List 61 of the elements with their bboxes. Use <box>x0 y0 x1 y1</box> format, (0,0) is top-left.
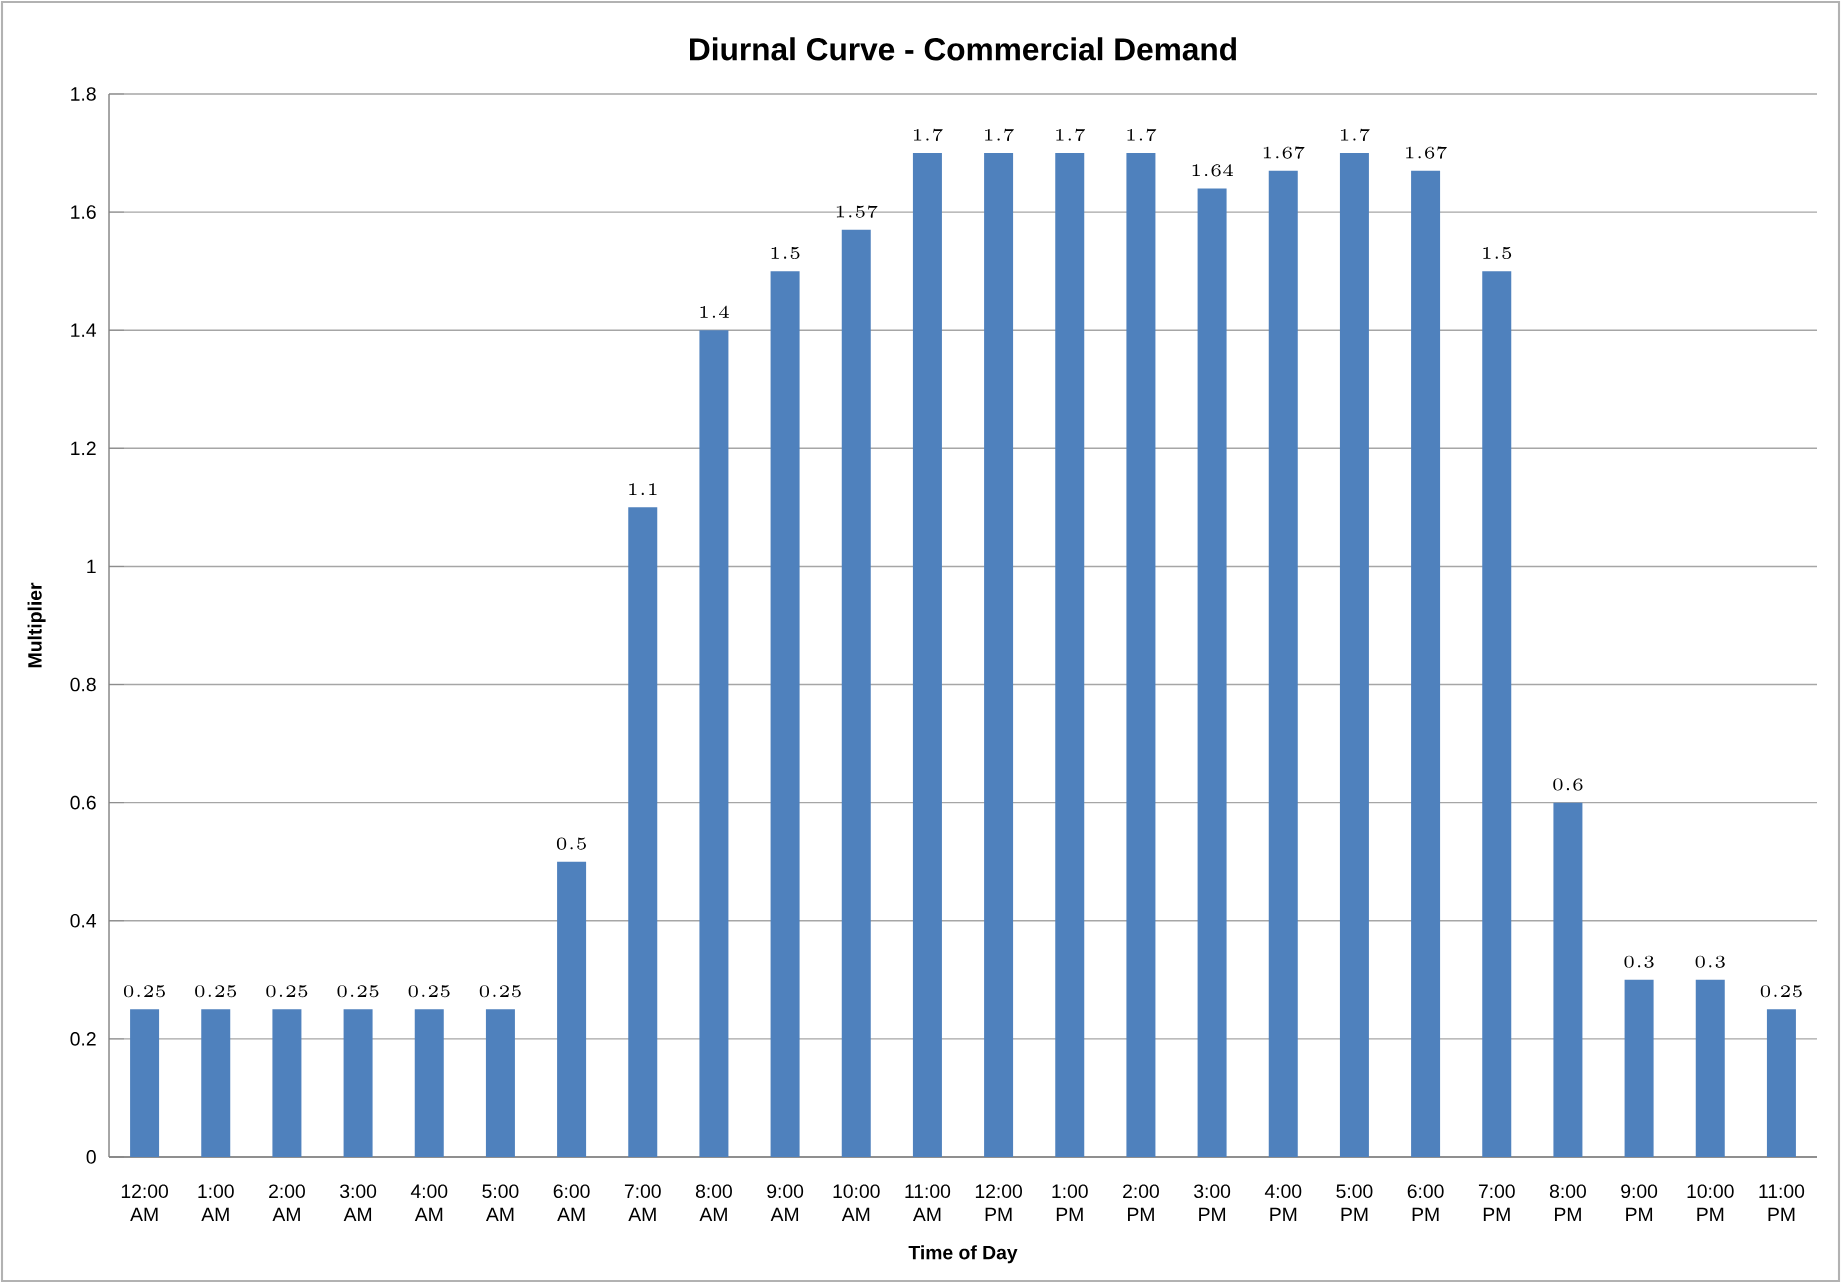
x-tick-label: 2:00 PM <box>1123 1184 1159 1222</box>
x-tick-label: 3:00 AM <box>339 1184 377 1222</box>
x-tick-label: 8:00 PM <box>1549 1184 1586 1222</box>
data-label: 1 . 7 <box>1056 128 1085 142</box>
y-tick-label: 1.8 <box>71 87 96 101</box>
data-label: 1 . 7 <box>1127 128 1157 142</box>
data-label: 0 . 6 <box>1553 778 1583 791</box>
x-tick-label: 1:00 PM <box>1052 1184 1088 1222</box>
y-tick-label: 0.2 <box>70 1032 96 1046</box>
data-label: 1 . 5 <box>771 247 800 260</box>
data-label: 0 . 25 <box>1760 985 1802 998</box>
data-label: 0 . 3 <box>1624 955 1654 968</box>
x-tick-label: 10:00 AM <box>833 1184 880 1222</box>
x-tick-label: 6:00 AM <box>553 1184 590 1222</box>
data-label: 0 . 25 <box>337 985 379 998</box>
x-tick-label: 5:00 AM <box>482 1184 519 1222</box>
y-tick-label: 0.4 <box>70 913 97 928</box>
x-axis-title: Time of Day <box>908 1245 1018 1264</box>
x-tick-label: 12:00 AM <box>121 1184 168 1222</box>
x-tick-label: 9:00 AM <box>767 1184 804 1222</box>
y-axis-title: Multiplier <box>27 582 46 668</box>
data-label: 1 . 67 <box>1406 146 1447 159</box>
chart-title: Diurnal Curve - Commercial Demand <box>690 37 1236 61</box>
x-tick-label: 7:00 AM <box>624 1184 661 1222</box>
y-tick-label: 0.6 <box>70 795 96 810</box>
x-tick-label: 7:00 PM <box>1478 1184 1515 1222</box>
data-label: 1 . 67 <box>1263 146 1305 159</box>
data-label: 1 . 5 <box>1483 247 1512 260</box>
data-label: 0 . 25 <box>479 985 521 998</box>
data-label: 1 . 4 <box>700 305 729 318</box>
data-label: 0 . 25 <box>266 985 308 998</box>
y-tick-label: 1.2 <box>71 441 96 456</box>
y-tick-label: 1.4 <box>71 323 97 337</box>
x-tick-label: 11:00 PM <box>1759 1184 1805 1222</box>
x-tick-label: 12:00 PM <box>975 1184 1022 1222</box>
x-tick-label: 3:00 PM <box>1194 1184 1231 1222</box>
data-label: 1 . 7 <box>985 128 1014 142</box>
data-label: 0 . 25 <box>408 985 450 998</box>
x-tick-label: 4:00 PM <box>1264 1184 1302 1222</box>
x-tick-label: 10:00 PM <box>1687 1184 1734 1222</box>
y-tick-label: 0.8 <box>70 677 96 692</box>
data-label: 0 . 25 <box>195 985 237 998</box>
data-label: 1 . 7 <box>1340 128 1370 142</box>
y-tick-label: 1.6 <box>71 205 96 219</box>
data-label: 1 . 7 <box>913 128 943 142</box>
x-tick-label: 1:00 AM <box>198 1184 234 1222</box>
y-tick-label: 1 <box>87 559 96 574</box>
data-label: 0 . 3 <box>1695 955 1725 968</box>
y-tick-label: 0 <box>86 1150 96 1164</box>
data-label: 1 . 1 <box>629 483 657 495</box>
data-label: 1 . 64 <box>1192 164 1233 177</box>
x-tick-label: 4:00 AM <box>410 1184 448 1222</box>
x-tick-label: 9:00 PM <box>1621 1184 1658 1222</box>
x-tick-label: 8:00 AM <box>695 1184 732 1222</box>
x-tick-label: 5:00 PM <box>1336 1184 1373 1222</box>
data-label: 0 . 25 <box>124 985 165 998</box>
data-label: 0 . 5 <box>556 837 586 850</box>
x-tick-label: 6:00 PM <box>1407 1184 1444 1222</box>
data-label: 1 . 57 <box>836 205 878 218</box>
x-tick-label: 2:00 AM <box>269 1184 305 1222</box>
x-tick-label: 11:00 AM <box>905 1184 951 1222</box>
